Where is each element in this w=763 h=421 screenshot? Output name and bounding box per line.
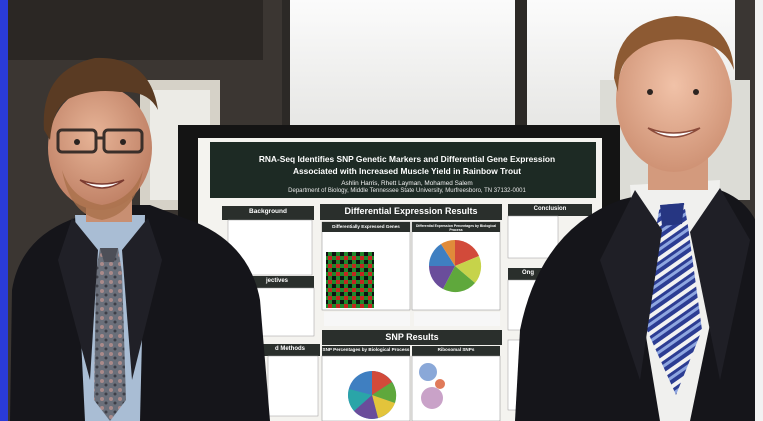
poster-title-line2: Associated with Increased Muscle Yield i… [292,166,522,176]
right-person [515,16,763,421]
left-person [10,57,270,421]
section-conclusion: Conclusion [533,206,567,212]
poster-department: Department of Biology, Middle Tennessee … [288,188,526,194]
section-snp-results: SNP Results [385,332,439,342]
poster-title: RNA-Seq Identifies SNP Genetic Markers a… [212,153,602,177]
section-methods: d Methods [275,346,305,352]
section-ribosomal-snps: Ribosomal SNPs [437,347,475,352]
poster-authors: Ashlin Harris, Rhett Layman, Mohamed Sal… [341,180,473,187]
section-background: Background [249,208,287,215]
section-objectives: jectives [265,278,289,284]
right-frame-edge [755,0,763,421]
section-diff-expression-percentages: Differential Expression Percentages by B… [415,224,497,232]
section-ongoing: Ong [522,270,534,276]
section-snp-percentages: SNP Percentages by Biological Process [322,347,410,352]
poster-title-line1: RNA-Seq Identifies SNP Genetic Markers a… [258,154,556,164]
section-diff-expressed-genes: Differentially Expressed Genes [332,224,400,229]
left-frame-bar [0,0,8,421]
section-differential-expression: Differential Expression Results [344,206,478,216]
